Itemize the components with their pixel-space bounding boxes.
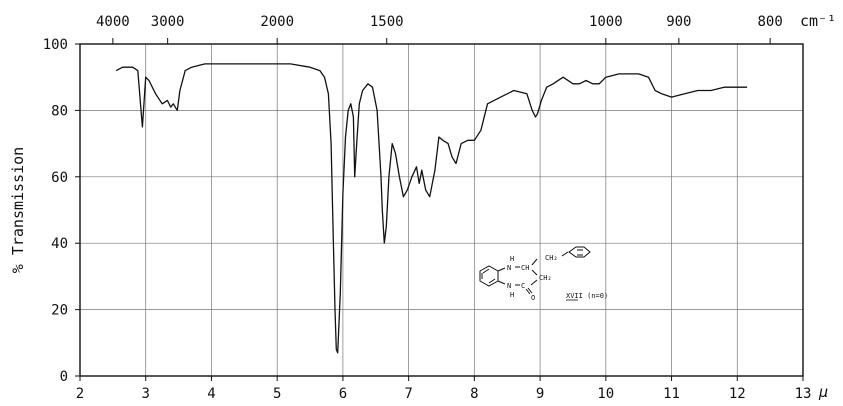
atom-label: N [507, 282, 511, 290]
bond [561, 251, 569, 257]
atom-label: C [521, 282, 525, 290]
atom-label: N [507, 264, 511, 272]
y-axis-title: % Transmission [9, 147, 27, 273]
spectrum-line [115, 63, 748, 354]
bond [530, 279, 538, 286]
bottom-tick-label: 6 [339, 386, 347, 402]
bottom-tick-label: 13 [795, 386, 812, 402]
structure-drawing [479, 246, 591, 295]
top-tick-label: 800 [757, 14, 782, 30]
grid-lines [80, 44, 803, 376]
bottom-tick-label: 4 [207, 386, 215, 402]
top-tick-label: 2000 [260, 14, 294, 30]
y-tick-label: 40 [51, 236, 68, 252]
atom-label: CH₂ [539, 274, 552, 282]
y-tick-label: 80 [51, 103, 68, 119]
bottom-tick-label: 10 [597, 386, 614, 402]
bond [497, 267, 506, 272]
atom-label: H [510, 291, 514, 299]
top-tick-label: 3000 [151, 14, 185, 30]
y-tick-label: 0 [60, 369, 68, 385]
bottom-tick-label: 9 [536, 386, 544, 402]
top-tick-label: 1000 [589, 14, 623, 30]
y-tick-label: 100 [43, 37, 68, 53]
plot-frame [79, 43, 804, 377]
bottom-tick-label: 8 [470, 386, 478, 402]
bottom-tick-label: 7 [404, 386, 412, 402]
atom-label: O [531, 294, 535, 302]
top-tick-label: 900 [666, 14, 691, 30]
bond [527, 287, 533, 294]
bottom-tick-label: 12 [729, 386, 746, 402]
atom-label: CH [521, 264, 529, 272]
atom-label: CH₂ [545, 254, 558, 262]
ring-bond [482, 268, 490, 274]
bottom-tick-label: 5 [273, 386, 281, 402]
bottom-tick-label: 2 [76, 386, 84, 402]
compound-label: XVII (n=0) [566, 292, 608, 300]
bond [497, 280, 506, 285]
y-tick-label: 20 [51, 303, 68, 319]
bottom-axis-ticks: 2 3 4 5 6 7 8 9 10 11 12 13 [76, 376, 812, 402]
y-axis-ticks: 0 20 40 60 80 100 [43, 37, 80, 385]
bottom-tick-label: 3 [142, 386, 150, 402]
bottom-axis-unit: μ [818, 383, 828, 401]
benzene-ring-right [568, 246, 591, 258]
top-axis-ticks: 4000 3000 2000 1500 1000 900 800 [96, 14, 783, 44]
top-tick-label: 1500 [370, 14, 404, 30]
bond [531, 258, 538, 266]
ring-bond [488, 278, 496, 284]
y-tick-label: 60 [51, 170, 68, 186]
bond [531, 269, 538, 276]
top-tick-label: 4000 [96, 14, 130, 30]
atom-label: H [510, 255, 514, 263]
bond [525, 288, 531, 295]
structure-labels: H N CH CH₂ CH₂ N C O H XVII (n=0) [507, 254, 608, 302]
bottom-tick-label: 11 [663, 386, 680, 402]
top-axis-unit: cm⁻¹ [800, 12, 836, 30]
